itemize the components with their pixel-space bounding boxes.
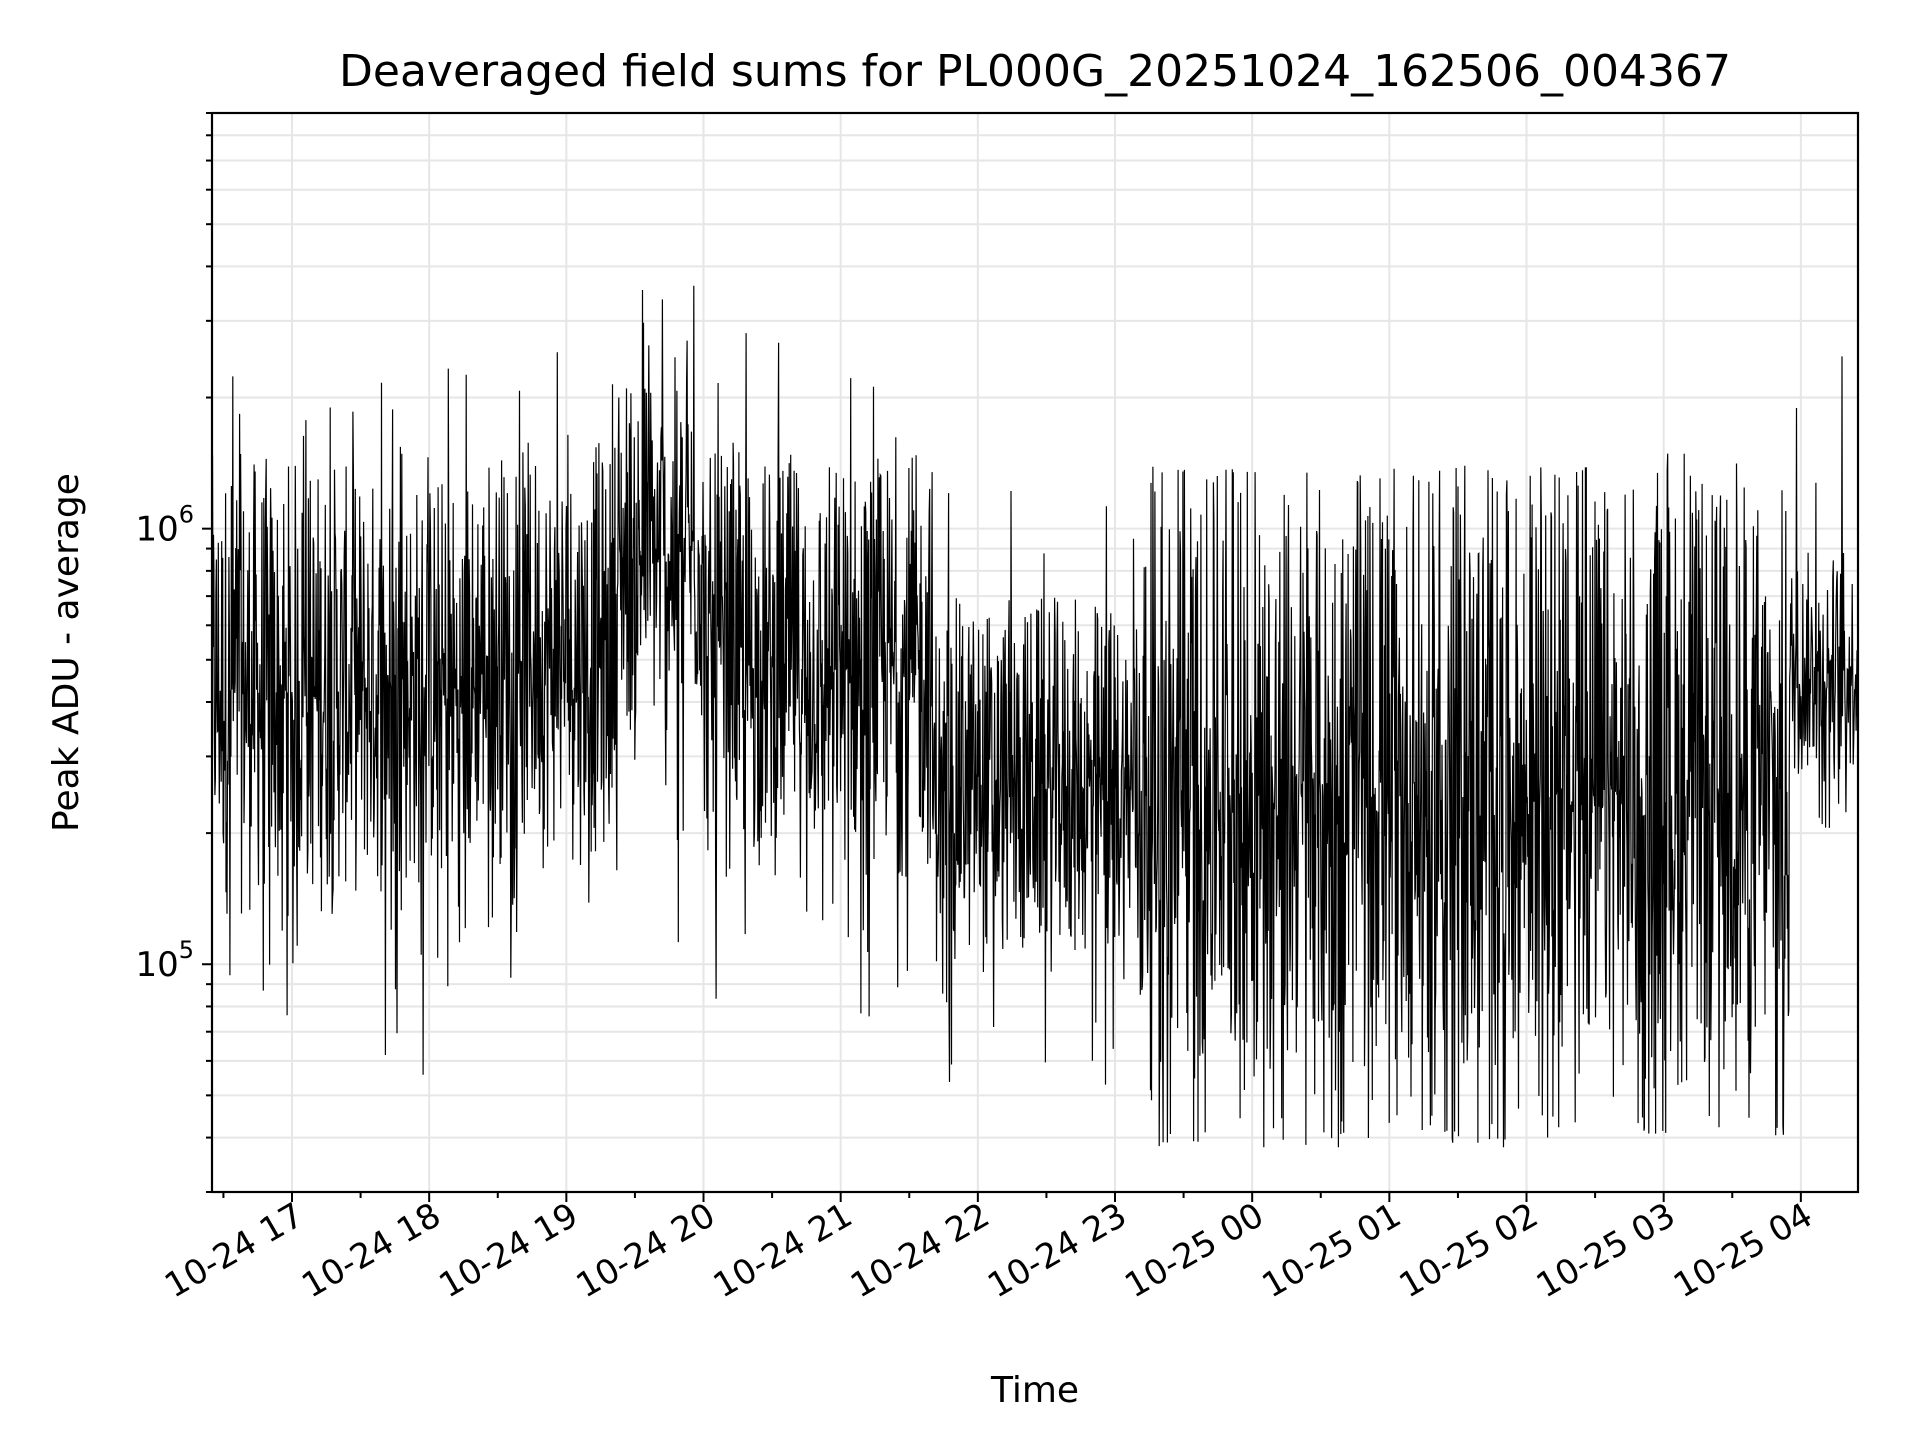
y-tick-label: 106 [135, 501, 194, 550]
y-tick-label: 105 [135, 936, 194, 985]
y-axis-label: Peak ADU - average [46, 473, 87, 832]
y-tick-label-base: 10 [135, 510, 178, 550]
x-axis-label: Time [990, 1370, 1079, 1411]
grid [212, 112, 1858, 1193]
series-line [211, 285, 1859, 1148]
y-tick-label-exponent: 6 [179, 501, 194, 529]
plot-frame [210, 111, 1860, 1194]
y-tick-label-base: 10 [135, 945, 178, 985]
chart-title: Deaveraged field sums for PL000G_2025102… [339, 46, 1731, 97]
y-tick-label-exponent: 5 [179, 936, 194, 964]
